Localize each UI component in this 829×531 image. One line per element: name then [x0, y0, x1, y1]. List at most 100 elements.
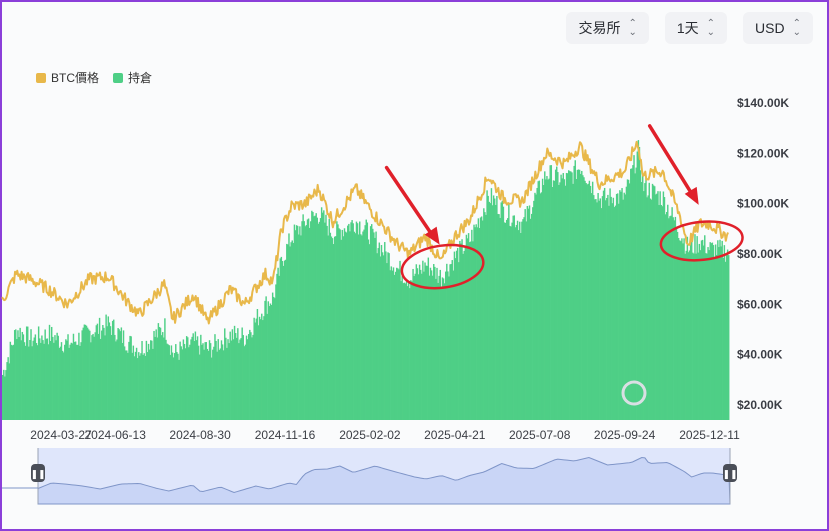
- open-interest-bar: [412, 268, 414, 420]
- open-interest-bar: [509, 225, 511, 420]
- range-handle-right[interactable]: [723, 464, 737, 482]
- open-interest-bar: [622, 199, 624, 420]
- exchange-selector[interactable]: 交易所 ⌃ ⌄: [566, 12, 649, 44]
- open-interest-bar: [154, 336, 156, 420]
- open-interest-bar: [126, 350, 128, 420]
- open-interest-bar: [97, 333, 100, 420]
- open-interest-bar: [579, 173, 582, 420]
- open-interest-bar: [273, 296, 275, 420]
- open-interest-bar: [275, 284, 277, 420]
- range-handle-left[interactable]: [31, 464, 45, 482]
- open-interest-bar: [364, 225, 366, 420]
- open-interest-bar: [40, 342, 42, 420]
- open-interest-bar: [618, 203, 620, 420]
- open-interest-bar: [300, 235, 302, 420]
- y-tick-label: $120.00K: [737, 146, 789, 160]
- open-interest-bar: [46, 338, 49, 420]
- open-interest-bar: [219, 348, 222, 420]
- open-interest-bar: [539, 193, 542, 420]
- open-interest-bar: [247, 334, 250, 420]
- open-interest-bar: [337, 224, 339, 420]
- open-interest-bar: [299, 226, 301, 420]
- open-interest-bar: [719, 239, 721, 420]
- open-interest-bar: [593, 195, 595, 420]
- open-interest-bar: [582, 175, 584, 420]
- open-interest-bar: [170, 345, 173, 420]
- open-interest-bar: [597, 193, 599, 420]
- open-interest-bar: [619, 190, 621, 420]
- x-tick-label: 2025-12-11: [679, 428, 740, 442]
- open-interest-bar: [677, 238, 680, 420]
- open-interest-bar: [669, 216, 671, 420]
- open-interest-bar: [103, 327, 105, 420]
- open-interest-bar: [585, 183, 587, 420]
- open-interest-bar: [545, 179, 547, 420]
- x-tick-label: 2024-08-30: [169, 428, 231, 442]
- open-interest-bar: [210, 357, 213, 420]
- open-interest-bar: [484, 212, 486, 420]
- open-interest-bar: [614, 205, 617, 420]
- open-interest-bar: [190, 339, 192, 420]
- open-interest-bar: [261, 313, 263, 420]
- open-interest-bar: [73, 341, 76, 420]
- open-interest-bar: [36, 345, 39, 420]
- open-interest-bar: [574, 160, 576, 421]
- open-interest-bar: [591, 181, 594, 420]
- open-interest-bar: [707, 247, 709, 420]
- open-interest-bar: [24, 345, 27, 420]
- legend-item-price[interactable]: BTC價格: [36, 69, 99, 86]
- open-interest-bar: [526, 206, 529, 420]
- open-interest-bar: [515, 224, 518, 420]
- open-interest-bar: [215, 340, 217, 420]
- open-interest-bar: [318, 221, 321, 420]
- open-interest-bar: [268, 306, 271, 420]
- open-interest-bar: [116, 339, 118, 420]
- open-interest-bar: [6, 362, 8, 420]
- open-interest-bar: [306, 219, 309, 420]
- open-interest-bar: [690, 238, 693, 420]
- open-interest-bar: [86, 327, 89, 420]
- open-interest-bar: [93, 336, 95, 420]
- open-interest-bar: [80, 342, 82, 420]
- open-interest-bar: [315, 213, 317, 420]
- open-interest-bar: [171, 352, 174, 420]
- open-interest-bar: [115, 341, 117, 420]
- open-interest-bar: [497, 213, 499, 420]
- open-interest-bar: [530, 213, 533, 420]
- open-interest-bar: [485, 214, 487, 420]
- open-interest-bar: [120, 327, 123, 420]
- open-interest-bar: [308, 227, 311, 420]
- open-interest-bar: [596, 202, 598, 420]
- open-interest-bar: [64, 344, 66, 420]
- legend-item-open-interest[interactable]: 持倉: [113, 69, 152, 86]
- open-interest-bar: [552, 180, 555, 420]
- open-interest-bar: [704, 235, 706, 420]
- open-interest-bar: [229, 331, 231, 420]
- open-interest-bar: [471, 229, 473, 420]
- open-interest-bar: [302, 214, 304, 420]
- open-interest-bar: [102, 325, 104, 420]
- open-interest-bar: [372, 228, 374, 420]
- open-interest-bar: [653, 186, 656, 420]
- open-interest-bar: [150, 340, 152, 420]
- open-interest-bar: [335, 236, 337, 420]
- currency-selector[interactable]: USD ⌃ ⌄: [743, 12, 813, 44]
- open-interest-bar: [331, 238, 334, 420]
- open-interest-bar: [25, 326, 28, 420]
- open-interest-bar: [144, 355, 147, 420]
- annotation-arrow: [384, 165, 437, 241]
- open-interest-bar: [523, 217, 525, 420]
- open-interest-bar: [179, 341, 181, 420]
- open-interest-bar: [185, 336, 188, 420]
- open-interest-bar: [79, 345, 81, 420]
- open-interest-bar: [682, 243, 684, 420]
- open-interest-bar: [289, 246, 291, 420]
- x-tick-label: 2025-04-21: [424, 428, 486, 442]
- open-interest-bar: [718, 247, 720, 420]
- open-interest-bar: [204, 342, 206, 420]
- open-interest-bar: [673, 220, 676, 420]
- open-interest-bar: [208, 340, 211, 420]
- open-interest-bar: [152, 348, 154, 420]
- open-interest-bar: [90, 342, 92, 420]
- interval-selector[interactable]: 1天 ⌃ ⌄: [664, 12, 728, 44]
